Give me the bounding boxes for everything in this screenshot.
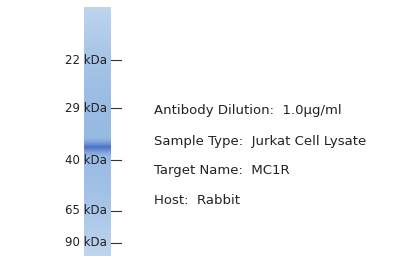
Text: 29 kDa: 29 kDa (65, 102, 107, 115)
Text: 65 kDa: 65 kDa (65, 205, 107, 217)
Text: Sample Type:  Jurkat Cell Lysate: Sample Type: Jurkat Cell Lysate (154, 135, 367, 148)
Text: Host:  Rabbit: Host: Rabbit (154, 194, 240, 207)
Text: Antibody Dilution:  1.0µg/ml: Antibody Dilution: 1.0µg/ml (154, 104, 342, 117)
Text: Target Name:  MC1R: Target Name: MC1R (154, 164, 290, 177)
Text: 22 kDa: 22 kDa (65, 54, 107, 66)
Text: 40 kDa: 40 kDa (65, 154, 107, 167)
Text: 90 kDa: 90 kDa (65, 237, 107, 249)
